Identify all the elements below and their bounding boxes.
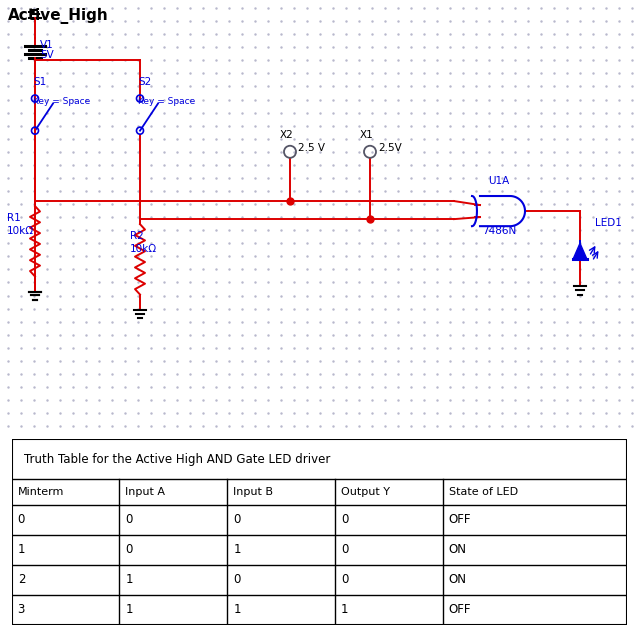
Text: 0: 0: [125, 543, 133, 556]
Text: Key = Space: Key = Space: [138, 97, 196, 105]
Text: Input A: Input A: [125, 487, 166, 497]
Text: Input B: Input B: [233, 487, 273, 497]
Polygon shape: [573, 244, 587, 259]
Text: 3: 3: [18, 603, 25, 616]
Text: R1: R1: [7, 213, 20, 223]
Text: OFF: OFF: [449, 603, 472, 616]
Text: 10kΩ: 10kΩ: [7, 226, 34, 236]
Text: 0: 0: [233, 513, 241, 526]
Text: Active_High: Active_High: [8, 8, 109, 24]
Text: 1: 1: [233, 543, 241, 556]
Text: 2.5V: 2.5V: [378, 143, 402, 153]
Text: 0: 0: [341, 573, 348, 586]
Text: 5V: 5V: [40, 50, 54, 60]
Text: ON: ON: [449, 543, 467, 556]
Text: 0: 0: [341, 543, 348, 556]
Text: Key = Space: Key = Space: [33, 97, 90, 105]
Text: 1: 1: [125, 573, 133, 586]
Text: S1: S1: [33, 78, 46, 88]
Text: 0: 0: [341, 513, 348, 526]
Text: Minterm: Minterm: [18, 487, 64, 497]
Text: 10kΩ: 10kΩ: [130, 244, 157, 254]
Text: 1: 1: [18, 543, 25, 556]
Text: 1: 1: [341, 603, 348, 616]
Text: X1: X1: [360, 130, 374, 139]
Text: 1: 1: [233, 603, 241, 616]
Text: X2: X2: [280, 130, 294, 139]
Text: V1: V1: [40, 40, 54, 50]
Text: Truth Table for the Active High AND Gate LED driver: Truth Table for the Active High AND Gate…: [24, 452, 330, 466]
Text: 0: 0: [18, 513, 25, 526]
Text: LED1: LED1: [595, 218, 622, 228]
Text: U1A: U1A: [488, 176, 509, 186]
Text: OFF: OFF: [449, 513, 472, 526]
Text: 2: 2: [18, 573, 25, 586]
Text: 0: 0: [233, 573, 241, 586]
Text: 1: 1: [125, 603, 133, 616]
Text: 7486N: 7486N: [482, 226, 516, 236]
Text: S2: S2: [138, 78, 151, 88]
Text: R2: R2: [130, 231, 144, 241]
Text: State of LED: State of LED: [449, 487, 518, 497]
Text: 0: 0: [125, 513, 133, 526]
Text: 2.5 V: 2.5 V: [298, 143, 325, 153]
Text: Output Y: Output Y: [341, 487, 390, 497]
Text: ON: ON: [449, 573, 467, 586]
